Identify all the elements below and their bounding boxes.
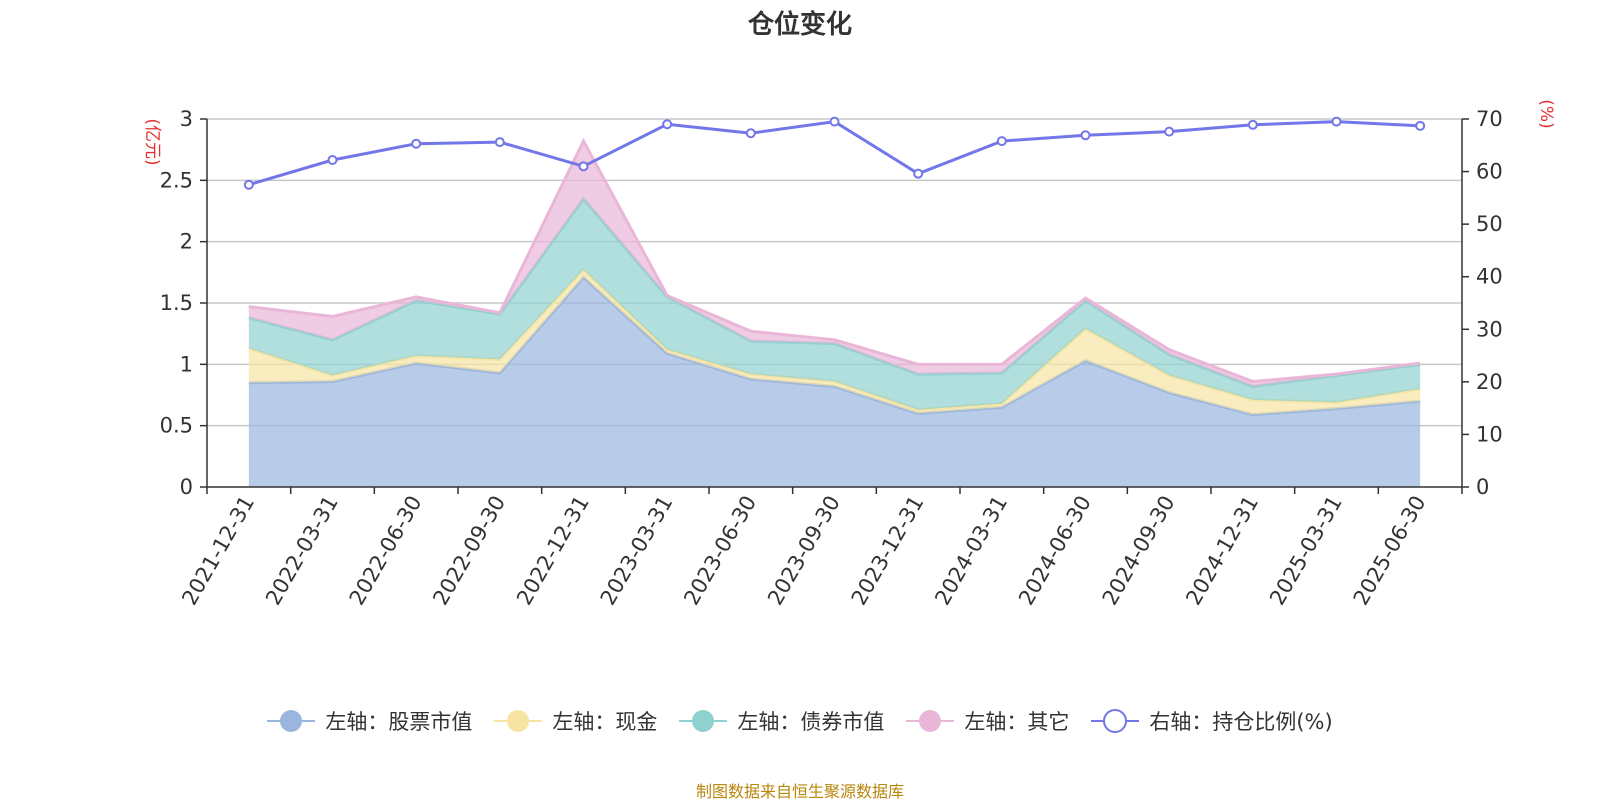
x-tick-label: 2022-06-30 [345, 491, 427, 609]
x-tick-label: 2024-09-30 [1098, 492, 1180, 610]
y-left-tick-label: 2 [180, 230, 193, 254]
x-tick-label: 2024-06-30 [1014, 492, 1096, 610]
legend-item[interactable]: 左轴：债券市值 [679, 706, 884, 736]
area-series [248, 277, 1421, 487]
legend-label: 左轴：债券市值 [737, 710, 885, 734]
y-right-tick-label: 40 [1476, 265, 1503, 289]
y-right-tick-label: 70 [1476, 107, 1503, 131]
line-point [662, 119, 673, 130]
x-tick-label: 2022-03-31 [261, 492, 343, 610]
y-right-tick-label: 60 [1476, 160, 1503, 184]
legend-item[interactable]: 左轴：股票市值 [267, 706, 472, 736]
legend-item[interactable]: 左轴：其它 [906, 706, 1069, 736]
x-tick-label: 2023-12-31 [847, 492, 929, 610]
line-point [829, 116, 840, 127]
legend-area-marker-icon [679, 710, 728, 732]
x-tick-label: 2024-12-31 [1181, 492, 1263, 610]
y-right-tick-label: 20 [1476, 370, 1503, 394]
legend-area-marker-icon [267, 710, 316, 732]
legend-line-marker-icon [1091, 709, 1140, 733]
line-point [1080, 130, 1091, 141]
line-point [1415, 120, 1426, 131]
line-point [996, 136, 1007, 147]
y-left-tick-label: 0 [180, 475, 193, 499]
line-point [913, 168, 924, 179]
y-right-tick-label: 50 [1476, 212, 1503, 236]
y-left-tick-label: 2.5 [160, 168, 193, 192]
legend-item[interactable]: 左轴：现金 [494, 706, 657, 736]
y-right-tick-label: 30 [1476, 317, 1503, 341]
area-series [248, 198, 1421, 410]
legend-label: 左轴：现金 [552, 710, 658, 734]
x-tick-label: 2025-03-31 [1265, 492, 1347, 610]
y-left-tick-label: 1.5 [160, 291, 193, 315]
legend-label: 左轴：股票市值 [325, 710, 473, 734]
area-series-edge [248, 137, 1421, 384]
area-series-edge [248, 267, 1421, 412]
legend-area-marker-icon [494, 710, 543, 732]
x-tick-label: 2021-12-31 [177, 492, 259, 610]
y-left-tick-label: 3 [180, 107, 193, 131]
x-tick-label: 2022-12-31 [512, 492, 594, 610]
line-point [494, 137, 505, 148]
line-point [578, 161, 589, 172]
line-point [1331, 116, 1342, 127]
x-tick-label: 2023-06-30 [679, 492, 761, 610]
area-series [248, 269, 1421, 415]
x-tick-label: 2024-03-31 [930, 491, 1012, 609]
legend: 左轴：股票市值 左轴：现金 左轴：债券市值 左轴：其它 右轴：持仓比例(%) [0, 706, 1600, 736]
source-note: 制图数据来自恒生聚源数据库 [695, 782, 904, 801]
x-tick-label: 2023-09-30 [763, 492, 845, 610]
line-point [327, 155, 338, 166]
y-left-tick-label: 0.5 [160, 414, 193, 438]
y-right-tick-label: 0 [1476, 475, 1489, 499]
y-left-axis-label: (亿元) [142, 118, 162, 165]
line-series [248, 120, 1421, 187]
x-tick-label: 2023-03-31 [596, 492, 678, 610]
line-point [1247, 119, 1258, 130]
legend-item[interactable]: 右轴：持仓比例(%) [1091, 706, 1333, 736]
legend-area-marker-icon [906, 710, 955, 732]
y-right-axis-label: (%) [1536, 99, 1556, 128]
y-right-tick-label: 10 [1476, 422, 1503, 446]
line-point [745, 128, 756, 139]
line-point [411, 138, 422, 149]
y-left-tick-label: 1 [180, 352, 193, 376]
x-tick-label: 2025-06-30 [1349, 492, 1431, 610]
legend-label: 右轴：持仓比例(%) [1149, 710, 1333, 734]
x-tick-label: 2022-09-30 [428, 492, 510, 610]
legend-label: 左轴：其它 [964, 710, 1070, 734]
chart-title: 仓位变化 [747, 10, 852, 40]
line-point [1164, 126, 1175, 137]
line-point [243, 179, 254, 190]
